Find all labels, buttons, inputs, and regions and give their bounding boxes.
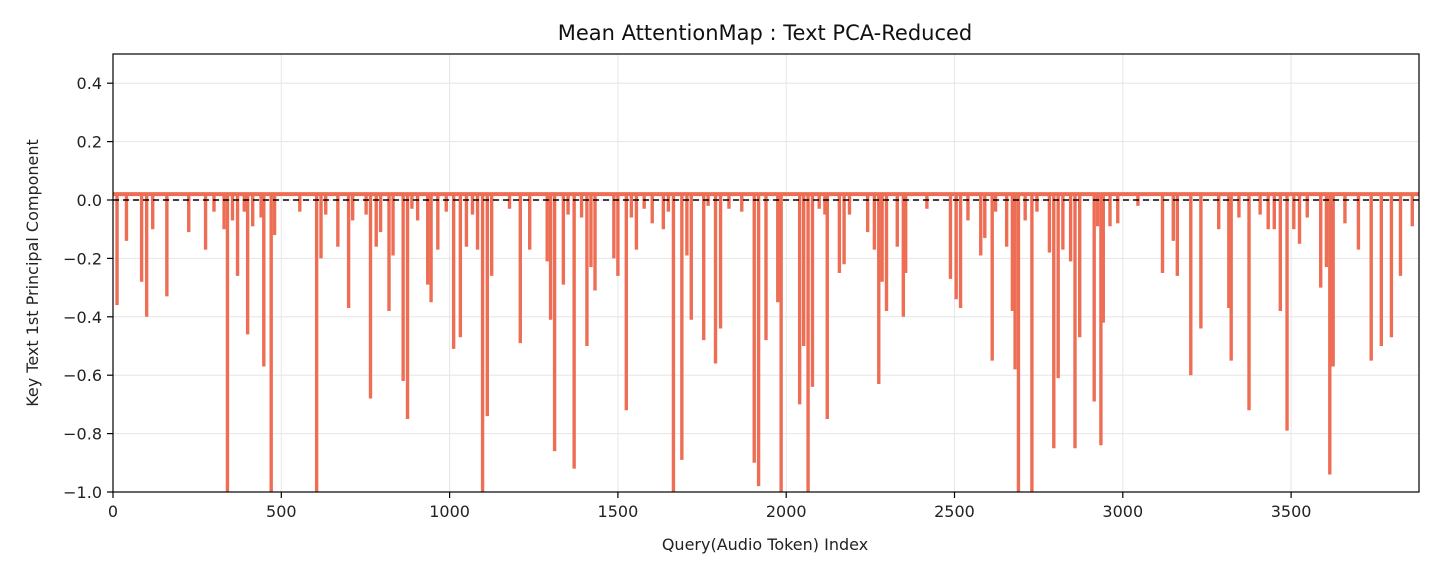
y-tick-label-3: −0.2 bbox=[63, 249, 102, 268]
x-tick-label-3: 1500 bbox=[598, 502, 639, 521]
y-tick-label-1: 0.2 bbox=[77, 133, 102, 152]
y-axis-label: Key Text 1st Principal Component bbox=[23, 139, 42, 407]
series-spikes bbox=[113, 192, 1419, 492]
x-tick-label-0: 0 bbox=[108, 502, 118, 521]
y-tick-label-2: 0.0 bbox=[77, 191, 102, 210]
y-tick-label-5: −0.6 bbox=[63, 366, 102, 385]
x-tick-label-5: 2500 bbox=[934, 502, 975, 521]
x-tick-label-1: 500 bbox=[266, 502, 297, 521]
y-tick-label-6: −0.8 bbox=[63, 425, 102, 444]
x-tick-label-2: 1000 bbox=[429, 502, 470, 521]
y-tick-label-0: 0.4 bbox=[77, 74, 102, 93]
y-tick-label-4: −0.4 bbox=[63, 308, 102, 327]
x-tick-label-4: 2000 bbox=[766, 502, 807, 521]
x-axis-label: Query(Audio Token) Index bbox=[662, 535, 868, 554]
y-axis: 0.4 0.2 0.0 −0.2 −0.4 −0.6 −0.8 −1.0 bbox=[63, 74, 113, 502]
x-tick-label-7: 3500 bbox=[1271, 502, 1312, 521]
y-tick-label-7: −1.0 bbox=[63, 483, 102, 502]
chart-title: Mean AttentionMap : Text PCA-Reduced bbox=[558, 21, 973, 45]
x-tick-label-6: 3000 bbox=[1102, 502, 1143, 521]
plot-frame bbox=[112, 53, 1420, 493]
x-axis: 0 500 1000 1500 2000 2500 3000 3500 bbox=[108, 492, 1312, 521]
